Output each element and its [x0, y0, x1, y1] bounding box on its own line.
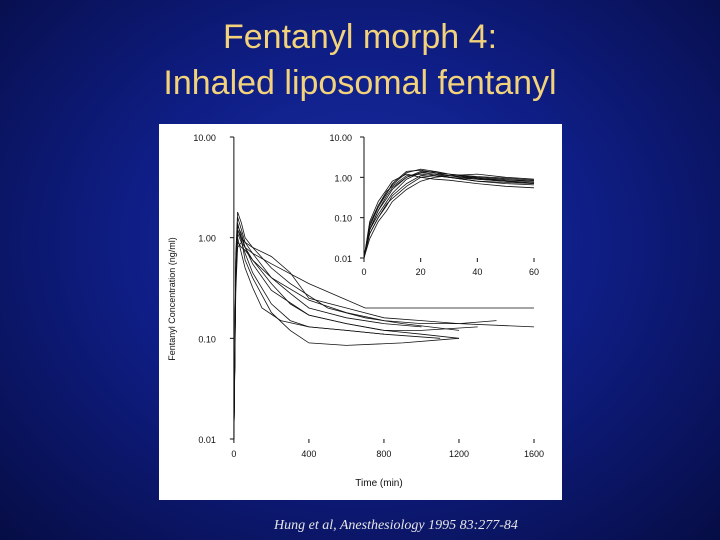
citation: Hung et al, Anesthesiology 1995 83:277-8… [274, 518, 518, 533]
main-series-line-8 [233, 241, 534, 440]
main-y-tick-label: 1.00 [198, 234, 216, 244]
main-series-line-10 [233, 229, 460, 440]
inset-series-line-8 [363, 170, 535, 259]
main-x-tick-label: 1600 [524, 449, 544, 459]
main-y-tick-label: 0.10 [198, 334, 216, 344]
y-axis-label: Fentanyl Concentration (ng/ml) [167, 237, 177, 361]
main-series-line-6 [233, 222, 478, 440]
x-axis-label: Time (min) [355, 478, 402, 489]
slide-title-line-2: Inhaled liposomal fentanyl [163, 64, 557, 102]
inset-series-line-5 [363, 170, 535, 259]
main-series-line-3 [233, 233, 441, 440]
main-series-line-4 [233, 211, 460, 440]
inset-tick-labels: 0.01 0.10 1.00 10.00 0 20 40 60 [329, 133, 539, 277]
main-x-tick-label: 400 [301, 449, 316, 459]
inset-y-tick-label: 0.01 [334, 254, 352, 264]
main-series-line-7 [233, 241, 497, 440]
inset-x-tick-label: 0 [361, 267, 366, 277]
pharmacokinetic-figure: 0.01 0.10 1.00 10.00 0 400 800 1200 1600 Time (m… [159, 124, 562, 500]
inset-series-line-10 [363, 168, 535, 259]
main-series-lines [233, 211, 535, 440]
inset-y-tick-label: 1.00 [334, 173, 352, 183]
slide-title-line-1: Fentanyl morph 4: [222, 18, 498, 56]
main-y-tick-label: 10.00 [193, 133, 216, 143]
main-x-tick-label: 800 [376, 449, 391, 459]
inset-axes [360, 136, 535, 262]
inset-series-lines [363, 168, 535, 259]
main-x-tick-label: 0 [231, 449, 236, 459]
inset-series-line-4 [363, 173, 535, 259]
main-y-tick-label: 0.01 [198, 435, 216, 445]
inset-series-line-9 [363, 175, 535, 259]
inset-series-line-6 [363, 173, 535, 259]
inset-y-tick-label: 10.00 [329, 133, 352, 143]
inset-y-tick-label: 0.10 [334, 214, 352, 224]
main-series-line-2 [233, 216, 422, 440]
inset-x-tick-label: 20 [416, 267, 426, 277]
inset-x-tick-label: 40 [472, 267, 482, 277]
inset-x-tick-label: 60 [529, 267, 539, 277]
inset-series-line-7 [363, 173, 535, 259]
main-axes [229, 136, 535, 443]
main-x-tick-label: 1200 [449, 449, 469, 459]
